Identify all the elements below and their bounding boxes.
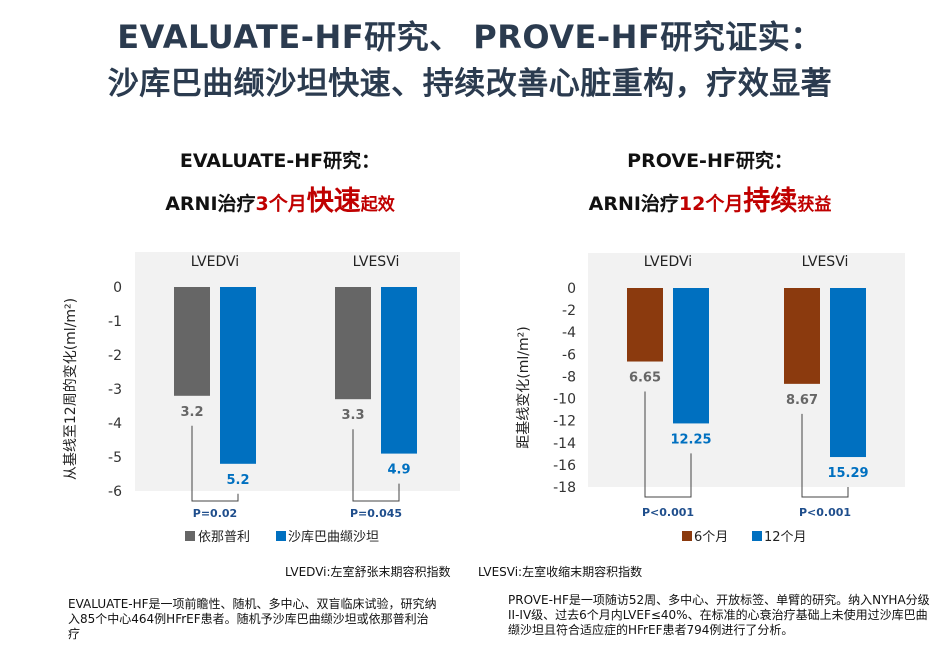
chart-1-y-tick: 0 — [567, 281, 576, 297]
chart-1-y-tick: -10 — [553, 392, 576, 408]
chart-0-y-tick: -3 — [108, 382, 122, 398]
right-study-description: PROVE-HF是一项随访52周、多中心、开放标签、单臂的研究。纳入NYHA分级… — [508, 593, 930, 637]
right-subheading: ARNI治疗12个月持续获益 — [520, 179, 900, 218]
chart-1-y-tick: -12 — [553, 414, 576, 430]
chart-1-legend-swatch — [682, 531, 692, 541]
chart-1-significance-bracket — [644, 391, 692, 498]
chart-0-bar — [220, 287, 256, 464]
chart-1-y-axis-label: 距基线变化(ml/m²) — [515, 326, 532, 448]
left-subheading: ARNI治疗3个月快速起效 — [95, 179, 465, 218]
chart-0-legend-swatch — [276, 531, 286, 541]
right-sub-emph: 持续 — [743, 186, 798, 217]
chart-1-legend-swatch — [752, 531, 762, 541]
chart-1-y-tick: -2 — [562, 303, 576, 319]
left-sub-prefix: ARNI治疗 — [165, 193, 256, 215]
chart-1-legend-label: 12个月 — [764, 530, 807, 545]
chart-1-p-value: P<0.001 — [799, 506, 851, 519]
chart-0-legend-label: 依那普利 — [198, 530, 250, 545]
chart-0-legend-label: 沙库巴曲缬沙坦 — [288, 529, 379, 545]
chart-0-y-tick: -2 — [108, 348, 122, 364]
right-sub-prefix: ARNI治疗 — [588, 193, 679, 215]
chart-1-legend-label: 6个月 — [694, 530, 728, 545]
chart-0-bar — [174, 287, 210, 396]
chart-0-data-label: 3.2 — [180, 405, 203, 420]
left-study-description: EVALUATE-HF是一项前瞻性、随机、多中心、双盲临床试验，研究纳入85个中… — [68, 597, 437, 641]
chart-1-category-label: LVESVi — [802, 254, 849, 270]
right-sub-time: 12个月 — [678, 193, 744, 215]
right-panel-heading: PROVE-HF研究： ARNI治疗12个月持续获益 — [520, 146, 900, 218]
chart-1-data-label: 15.29 — [827, 466, 868, 481]
chart-1-bar — [784, 288, 820, 384]
chart-1-bar — [627, 288, 663, 362]
chart-0-significance-bracket — [352, 429, 400, 502]
chart-0-bar — [381, 287, 417, 454]
chart-0-bar — [335, 287, 371, 400]
page-subtitle: 沙库巴曲缬沙坦快速、持续改善心脏重构，疗效显著 — [107, 66, 833, 102]
chart-0-data-label: 5.2 — [226, 473, 249, 488]
chart-0-y-tick: -5 — [108, 450, 122, 466]
chart-1-y-tick: -6 — [562, 347, 576, 363]
chart-1-bar — [673, 288, 709, 424]
chart-1-y-tick: -16 — [553, 458, 576, 474]
chart-1-category-label: LVEDVi — [644, 254, 692, 270]
chart-0-category-label: LVEDVi — [191, 254, 239, 270]
chart-1-y-tick: -8 — [562, 369, 576, 385]
chart-1-data-label: 12.25 — [670, 432, 711, 447]
chart-0-y-tick: -6 — [108, 484, 122, 500]
chart-1-bar — [830, 288, 866, 458]
chart-1-data-label: 6.65 — [629, 371, 661, 386]
chart-1-y-tick: -18 — [553, 480, 576, 496]
chart-1-significance-bracket — [801, 413, 849, 498]
right-heading-text: PROVE-HF研究： — [627, 150, 793, 172]
chart-0-data-label: 3.3 — [341, 408, 364, 423]
chart-0-y-tick: 0 — [113, 280, 122, 296]
left-sub-suffix: 起效 — [360, 195, 395, 215]
left-panel-heading: EVALUATE-HF研究： ARNI治疗3个月快速起效 — [95, 146, 465, 218]
chart-1-y-tick: -4 — [562, 325, 576, 341]
chart-1-data-label: 8.67 — [786, 393, 818, 408]
chart-0-y-tick: -1 — [108, 314, 122, 330]
chart-1-y-tick: -14 — [553, 436, 576, 452]
chart-1-p-value: P<0.001 — [642, 506, 694, 519]
page-title: EVALUATE-HF研究、 PROVE-HF研究证实： — [117, 18, 823, 56]
abbr-lvesvi: LVESVi:左室收缩末期容积指数 — [478, 565, 643, 579]
chart-0-category-label: LVESVi — [353, 254, 400, 270]
right-sub-suffix: 获益 — [797, 195, 832, 215]
chart-0-p-value: P=0.02 — [193, 507, 237, 520]
chart-0-y-tick: -4 — [108, 416, 122, 432]
chart-0-p-value: P=0.045 — [350, 507, 402, 520]
left-sub-time: 3个月 — [255, 193, 307, 215]
chart-0-significance-bracket — [191, 425, 239, 502]
chart-0-y-axis-label: 从基线至12周的变化(ml/m²) — [62, 298, 79, 480]
left-sub-emph: 快速 — [306, 186, 361, 217]
chart-0-data-label: 4.9 — [387, 463, 410, 478]
abbr-lvedvi: LVEDVi:左室舒张末期容积指数 — [285, 565, 451, 579]
chart-0-legend-swatch — [185, 531, 195, 541]
left-heading-text: EVALUATE-HF研究： — [179, 150, 381, 172]
